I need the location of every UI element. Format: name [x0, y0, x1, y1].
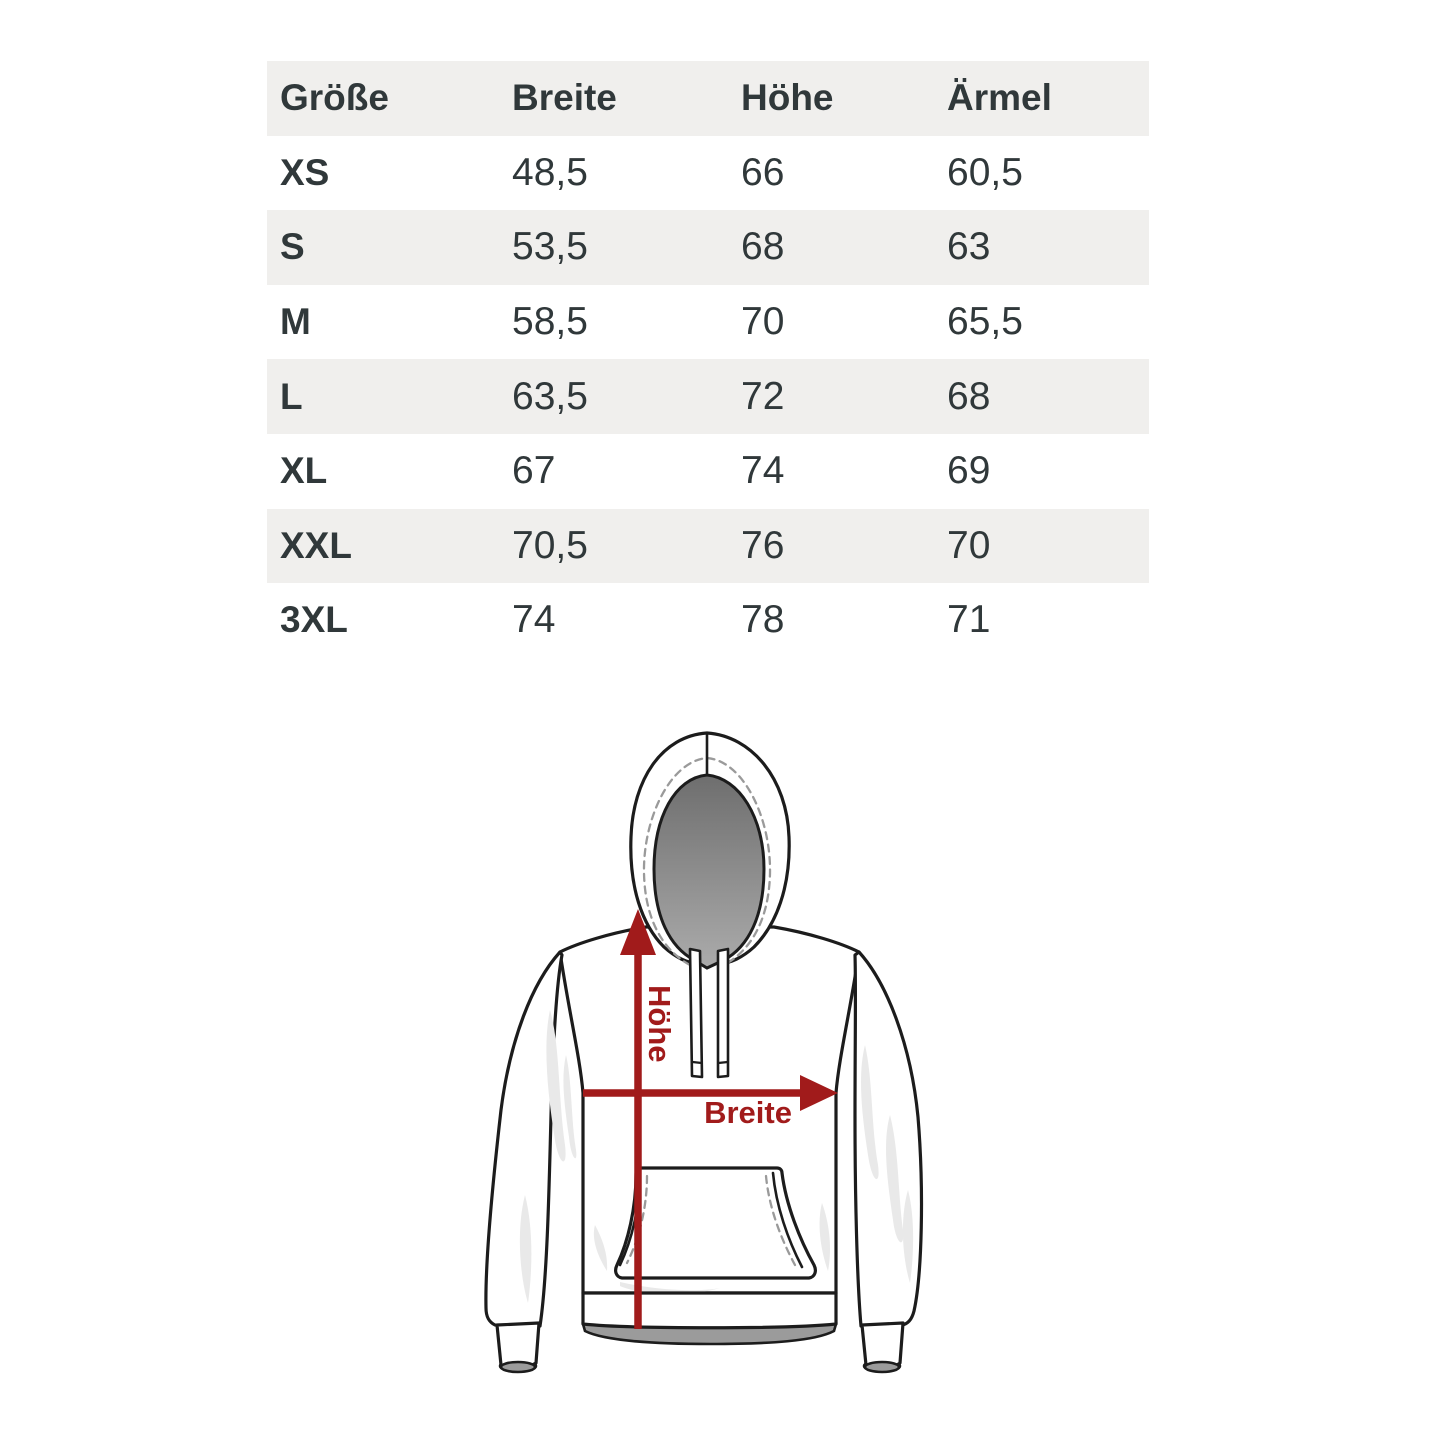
- row-height-value: 66: [741, 150, 785, 194]
- row-size-label: XS: [280, 151, 330, 193]
- table-header-row: Größe Breite Höhe Ärmel: [267, 61, 1149, 136]
- hem-band: [581, 1291, 838, 1330]
- torso-wrinkle-shading: [593, 1225, 608, 1271]
- header-sleeve: Ärmel: [947, 77, 1052, 119]
- size-table: Größe Breite Höhe Ärmel XS 48,5 66 60,5 …: [267, 61, 1149, 658]
- row-width-value: 67: [512, 449, 556, 493]
- row-width-value: 74: [512, 598, 556, 642]
- table-row: XS 48,5 66 60,5: [267, 136, 1149, 211]
- row-sleeve-value: 60,5: [947, 150, 1023, 194]
- table-row: L 63,5 72 68: [267, 359, 1149, 434]
- row-size-label: 3XL: [280, 599, 348, 641]
- hood-opening: [652, 773, 766, 970]
- pocket-welt-right: [771, 1171, 804, 1269]
- drawstring-right: [716, 947, 730, 1079]
- row-height-value: 72: [741, 374, 785, 418]
- row-sleeve-value: 65,5: [947, 300, 1023, 344]
- row-size-label: S: [280, 226, 305, 268]
- row-width-value: 58,5: [512, 300, 588, 344]
- row-width-value: 48,5: [512, 150, 588, 194]
- table-row: 3XL 74 78 71: [267, 583, 1149, 658]
- header-size: Größe: [280, 77, 389, 119]
- torso-wrinkle-shading: [819, 1203, 830, 1271]
- sleeve-wrinkle-shading: [886, 1115, 904, 1243]
- row-width-value: 53,5: [512, 225, 588, 269]
- left-cuff-rim: [499, 1360, 537, 1374]
- aglet-mark-right: [717, 1060, 729, 1065]
- hem-gray-strip: [581, 1322, 838, 1346]
- row-sleeve-value: 63: [947, 225, 991, 269]
- header-height: Höhe: [741, 77, 834, 119]
- row-sleeve-value: 68: [947, 374, 991, 418]
- sleeve-wrinkle-shading: [861, 1045, 879, 1180]
- row-size-label: L: [280, 375, 303, 417]
- sleeve-wrinkle-shading: [902, 1190, 914, 1283]
- row-width-value: 63,5: [512, 374, 588, 418]
- drawstring-left: [688, 947, 704, 1079]
- row-sleeve-value: 69: [947, 449, 991, 493]
- pocket-stitch-left: [625, 1174, 649, 1265]
- hoodie-measurement-diagram: Höhe Breite: [470, 725, 950, 1395]
- right-cuff-rim: [863, 1360, 901, 1374]
- aglet-mark-left: [691, 1060, 703, 1065]
- row-height-value: 76: [741, 523, 785, 567]
- height-arrow-label: Höhe: [642, 985, 677, 1063]
- width-arrow-head: [800, 1075, 838, 1111]
- kangaroo-pocket: [614, 1166, 817, 1280]
- row-size-label: XL: [280, 450, 328, 492]
- row-size-label: XXL: [280, 524, 352, 566]
- row-height-value: 68: [741, 225, 785, 269]
- height-arrow-head: [620, 909, 656, 955]
- header-width: Breite: [512, 77, 617, 119]
- row-height-value: 70: [741, 300, 785, 344]
- sleeve-wrinkle-shading: [519, 1195, 532, 1303]
- table-row: XL 67 74 69: [267, 434, 1149, 509]
- table-row: S 53,5 68 63: [267, 210, 1149, 285]
- row-height-value: 78: [741, 598, 785, 642]
- row-height-value: 74: [741, 449, 785, 493]
- hem-shading: [620, 1282, 720, 1294]
- row-width-value: 70,5: [512, 523, 588, 567]
- sleeve-wrinkle-shading: [546, 1010, 566, 1162]
- row-sleeve-value: 70: [947, 523, 991, 567]
- sleeve-wrinkle-shading: [563, 1055, 577, 1159]
- row-size-label: M: [280, 301, 311, 343]
- row-sleeve-value: 71: [947, 598, 991, 642]
- table-row: M 58,5 70 65,5: [267, 285, 1149, 360]
- width-arrow-label: Breite: [704, 1095, 792, 1130]
- table-row: XXL 70,5 76 70: [267, 508, 1149, 584]
- hoodie-illustration: Höhe Breite: [484, 731, 924, 1374]
